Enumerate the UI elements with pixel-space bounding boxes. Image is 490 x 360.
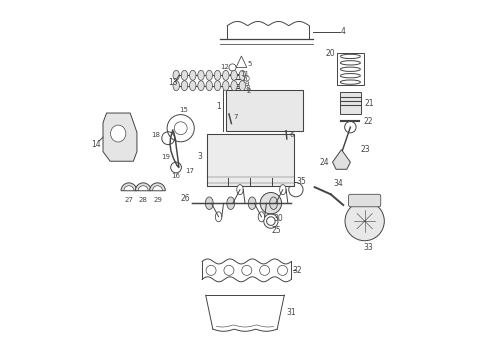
- Wedge shape: [124, 186, 134, 191]
- Bar: [340, 92, 361, 114]
- Ellipse shape: [248, 197, 256, 210]
- Ellipse shape: [258, 212, 265, 222]
- Ellipse shape: [173, 81, 179, 91]
- Bar: [226, 90, 303, 131]
- Circle shape: [251, 141, 271, 161]
- Text: 6: 6: [290, 132, 294, 138]
- Text: 30: 30: [273, 214, 283, 223]
- Text: 23: 23: [361, 145, 370, 154]
- Ellipse shape: [222, 81, 229, 91]
- Circle shape: [260, 193, 282, 214]
- Ellipse shape: [222, 70, 229, 80]
- Text: 29: 29: [153, 197, 162, 203]
- Ellipse shape: [231, 81, 237, 91]
- Ellipse shape: [181, 81, 188, 91]
- Ellipse shape: [206, 81, 213, 91]
- Ellipse shape: [173, 70, 179, 80]
- Text: 17: 17: [185, 168, 194, 174]
- Ellipse shape: [215, 212, 222, 222]
- Ellipse shape: [190, 81, 196, 91]
- Polygon shape: [103, 113, 137, 161]
- Text: 32: 32: [292, 266, 302, 275]
- Ellipse shape: [280, 185, 286, 195]
- Circle shape: [344, 99, 356, 111]
- Text: 27: 27: [124, 197, 133, 203]
- Circle shape: [229, 141, 249, 161]
- Wedge shape: [121, 183, 137, 191]
- Text: 18: 18: [151, 132, 160, 138]
- Text: 21: 21: [365, 99, 374, 108]
- Text: 20: 20: [325, 49, 335, 58]
- Ellipse shape: [231, 70, 237, 80]
- Text: 9: 9: [245, 81, 249, 86]
- Text: 19: 19: [161, 154, 170, 160]
- Text: 7: 7: [233, 114, 238, 120]
- Wedge shape: [138, 186, 148, 191]
- Text: 15: 15: [179, 107, 188, 113]
- Text: 28: 28: [139, 197, 147, 203]
- Text: 5: 5: [247, 61, 251, 67]
- Bar: [207, 134, 294, 186]
- Ellipse shape: [239, 81, 245, 91]
- Wedge shape: [149, 183, 165, 191]
- Circle shape: [208, 141, 227, 161]
- Ellipse shape: [111, 125, 126, 142]
- Wedge shape: [135, 183, 151, 191]
- Ellipse shape: [214, 81, 221, 91]
- Ellipse shape: [198, 70, 204, 80]
- Text: 8: 8: [245, 85, 250, 91]
- Ellipse shape: [270, 197, 277, 210]
- Ellipse shape: [227, 197, 235, 210]
- Text: 1: 1: [216, 102, 221, 111]
- Text: 10: 10: [242, 76, 250, 82]
- Text: 25: 25: [271, 225, 281, 234]
- Text: 34: 34: [333, 179, 343, 188]
- Circle shape: [345, 202, 384, 241]
- Wedge shape: [152, 186, 163, 191]
- Text: 4: 4: [341, 27, 345, 36]
- Text: 11: 11: [240, 71, 249, 77]
- Text: 12: 12: [220, 64, 229, 71]
- Ellipse shape: [237, 185, 243, 195]
- Text: 2: 2: [247, 89, 251, 94]
- Text: 3: 3: [197, 152, 202, 161]
- Text: 33: 33: [364, 243, 373, 252]
- Bar: [337, 53, 364, 85]
- Text: 14: 14: [91, 140, 100, 149]
- Text: 35: 35: [296, 177, 306, 186]
- Text: 16: 16: [171, 173, 180, 179]
- Text: 13: 13: [168, 78, 178, 87]
- Ellipse shape: [190, 70, 196, 80]
- FancyBboxPatch shape: [348, 194, 381, 207]
- Circle shape: [273, 141, 293, 161]
- Ellipse shape: [206, 70, 213, 80]
- Ellipse shape: [214, 70, 221, 80]
- Text: 24: 24: [319, 158, 329, 167]
- Text: 31: 31: [287, 308, 296, 317]
- Ellipse shape: [239, 70, 245, 80]
- Text: 22: 22: [364, 117, 373, 126]
- Ellipse shape: [205, 197, 213, 210]
- Circle shape: [344, 121, 356, 133]
- Polygon shape: [333, 150, 350, 169]
- Text: 26: 26: [180, 194, 190, 203]
- Ellipse shape: [198, 81, 204, 91]
- Ellipse shape: [181, 70, 188, 80]
